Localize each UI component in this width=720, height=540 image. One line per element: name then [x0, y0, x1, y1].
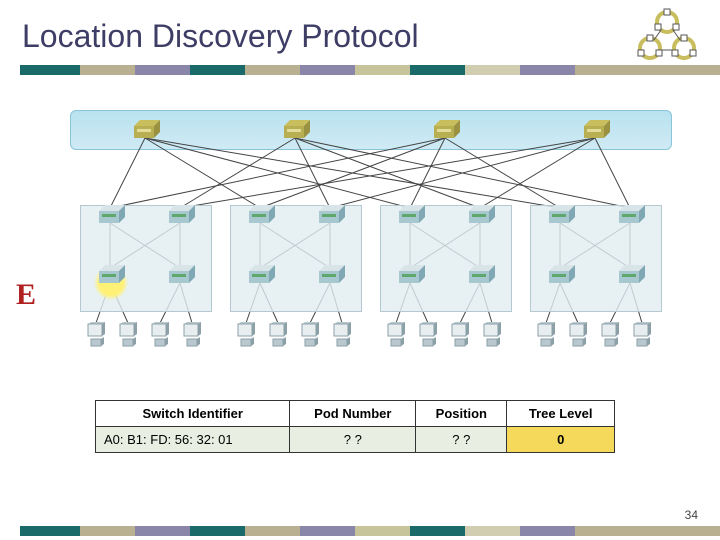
- switch-icon: [615, 205, 645, 223]
- core-switch-icon: [580, 120, 610, 138]
- host-icon: [150, 322, 170, 348]
- host-icon: [450, 322, 470, 348]
- switch-icon: [315, 205, 345, 223]
- host-icon: [632, 322, 652, 348]
- table-header: Position: [416, 401, 507, 427]
- switch-icon: [465, 205, 495, 223]
- table-cell: 0: [507, 427, 615, 453]
- slide-title: Location Discovery Protocol: [22, 18, 419, 55]
- core-switch-icon: [430, 120, 460, 138]
- switch-icon: [245, 265, 275, 283]
- table-row: A0: B1: FD: 56: 32: 01? ?? ?0: [96, 427, 615, 453]
- host-icon: [418, 322, 438, 348]
- switch-icon: [165, 265, 195, 283]
- host-icon: [482, 322, 502, 348]
- switch-icon: [245, 205, 275, 223]
- host-icon: [268, 322, 288, 348]
- switch-icon: [95, 265, 125, 283]
- divider-bottom: [0, 526, 720, 536]
- host-icon: [600, 322, 620, 348]
- host-icon: [86, 322, 106, 348]
- host-icon: [236, 322, 256, 348]
- table-header: Tree Level: [507, 401, 615, 427]
- table-header-row: Switch IdentifierPod NumberPositionTree …: [96, 401, 615, 427]
- core-switch-icon: [280, 120, 310, 138]
- switch-icon: [165, 205, 195, 223]
- table-cell: ? ?: [290, 427, 416, 453]
- switch-icon: [95, 205, 125, 223]
- table-header: Switch Identifier: [96, 401, 290, 427]
- switch-icon: [395, 265, 425, 283]
- switch-icon: [465, 265, 495, 283]
- switch-icon: [395, 205, 425, 223]
- switch-icon: [545, 205, 575, 223]
- network-diagram: [70, 110, 670, 370]
- host-icon: [568, 322, 588, 348]
- host-icon: [182, 322, 202, 348]
- host-icon: [332, 322, 352, 348]
- page-number: 34: [685, 508, 698, 522]
- switch-icon: [315, 265, 345, 283]
- switch-icon: [545, 265, 575, 283]
- table-cell: A0: B1: FD: 56: 32: 01: [96, 427, 290, 453]
- host-icon: [536, 322, 556, 348]
- host-icon: [118, 322, 138, 348]
- table-header: Pod Number: [290, 401, 416, 427]
- table-cell: ? ?: [416, 427, 507, 453]
- host-icon: [386, 322, 406, 348]
- switch-icon: [615, 265, 645, 283]
- divider-top: [0, 65, 720, 75]
- core-switch-icon: [130, 120, 160, 138]
- host-icon: [300, 322, 320, 348]
- logo-diagram: [632, 8, 702, 63]
- label-e: E: [16, 278, 36, 312]
- protocol-table: Switch IdentifierPod NumberPositionTree …: [95, 400, 615, 453]
